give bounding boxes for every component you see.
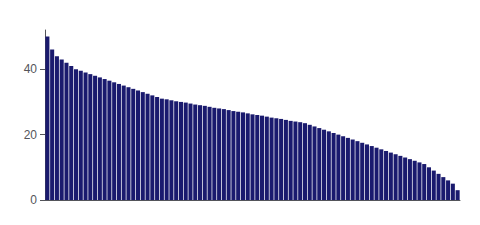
svg-text:0: 0 [30,193,37,207]
svg-text:40: 40 [24,62,38,76]
svg-text:20: 20 [24,128,38,142]
